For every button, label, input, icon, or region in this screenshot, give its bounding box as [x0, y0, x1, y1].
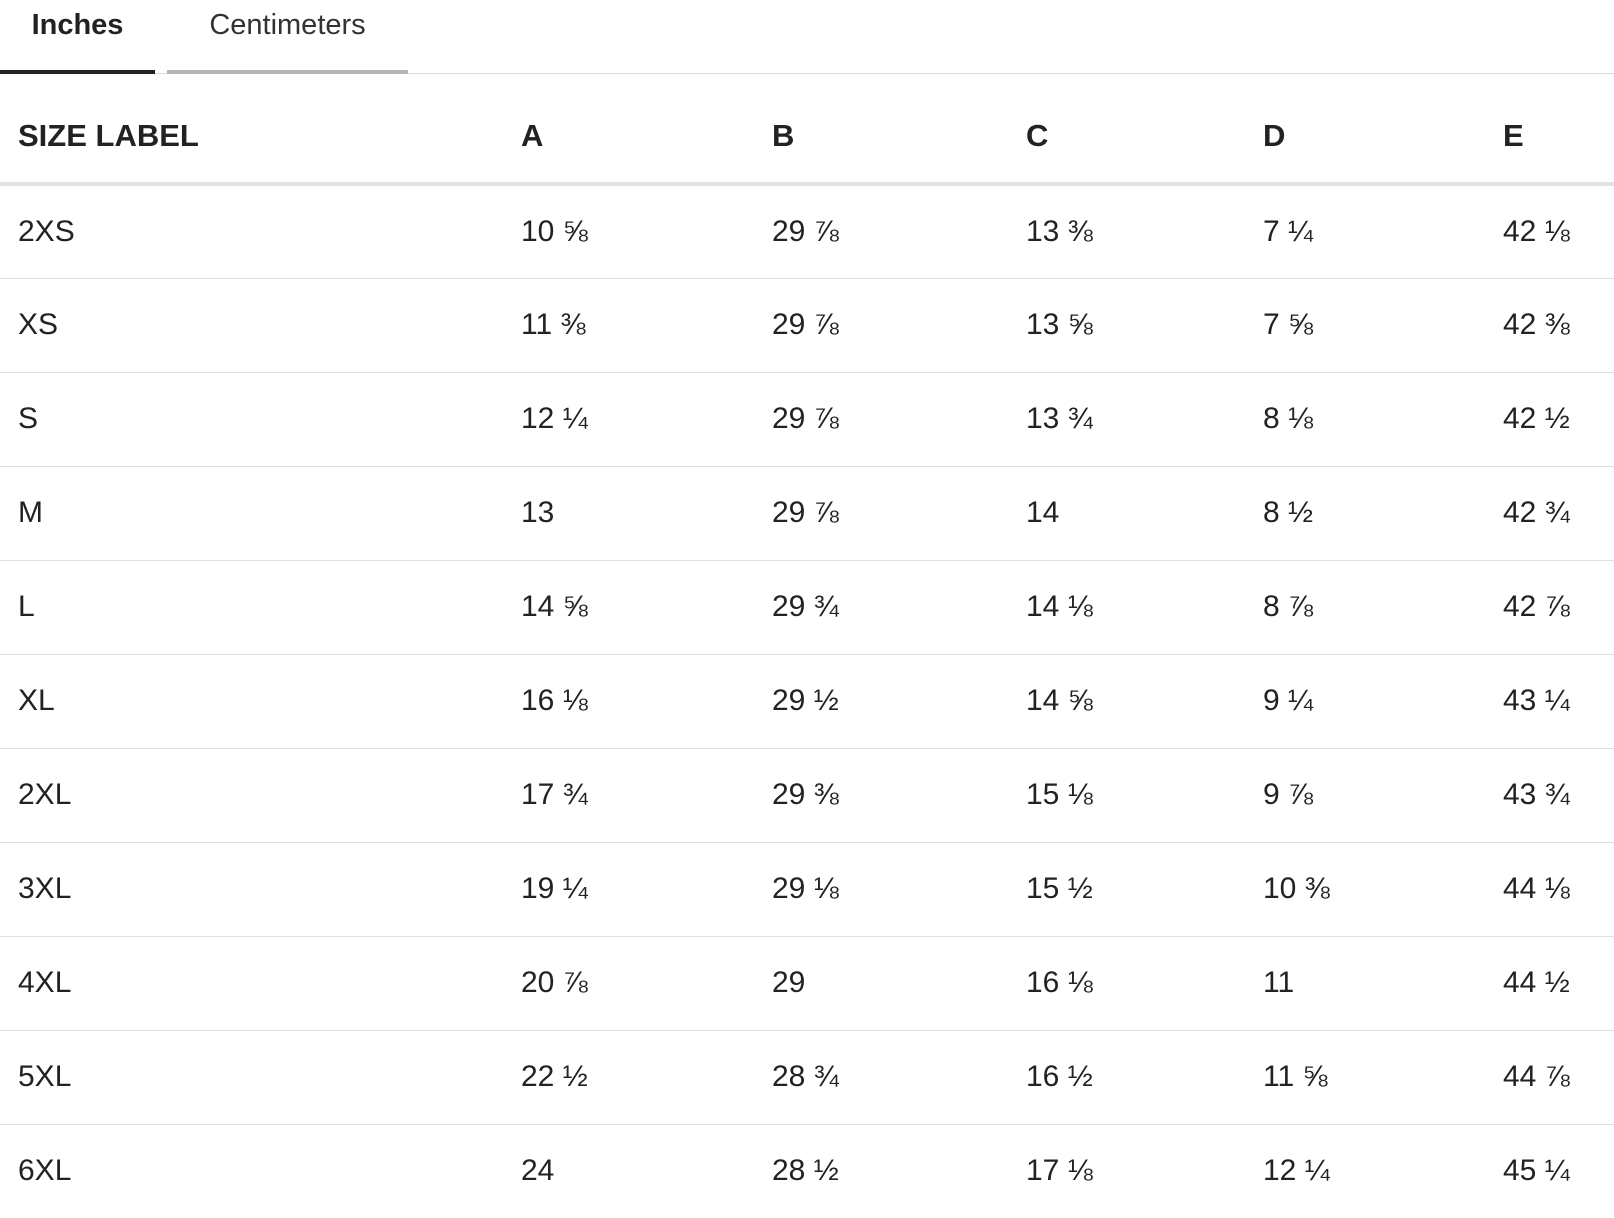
- measurement-a-cell: 24: [521, 1154, 555, 1188]
- measurement-d-cell: 8 ⅛: [1245, 372, 1485, 467]
- tab-inches-active-indicator: [0, 70, 155, 74]
- header-b: B: [754, 90, 1008, 186]
- table-row: M 13 29 ⅞ 14 8 ½ 42 ¾: [0, 466, 1614, 561]
- measurement-e-cell: 43 ¾: [1485, 748, 1614, 843]
- tab-centimeters-indicator: [167, 70, 408, 74]
- measurement-c-cell: 14 ⅝: [1008, 654, 1245, 749]
- table-row: L 14 ⅝ 29 ¾ 14 ⅛ 8 ⅞ 42 ⅞: [0, 560, 1614, 655]
- measurement-c-cell: 16 ½: [1008, 1030, 1245, 1125]
- header-c: C: [1008, 90, 1245, 186]
- table-row: S 12 ¼ 29 ⅞ 13 ¾ 8 ⅛ 42 ½: [0, 372, 1614, 467]
- size-label-cell: 2XS: [0, 184, 503, 279]
- measurement-e-cell: 42 ½: [1485, 372, 1614, 467]
- header-row: SIZE LABEL A B C D E: [0, 90, 1614, 186]
- measurement-a-cell: 20 ⅞: [503, 936, 754, 1031]
- measurement-b-cell: 29: [754, 936, 1008, 1031]
- measurement-e-cell: 42 ⅜: [1485, 278, 1614, 373]
- measurement-e-cell: 44 ½: [1485, 936, 1614, 1031]
- measurement-b-cell: 28 ¾: [754, 1030, 1008, 1125]
- measurement-a-cell: 11 ⅜: [503, 278, 754, 373]
- measurement-c-cell: 15 ⅛: [1008, 748, 1245, 843]
- table-row: 5XL 22 ½ 28 ¾ 16 ½ 11 ⅝ 44 ⅞: [0, 1030, 1614, 1125]
- measurement-a-cell: 14 ⅝: [503, 560, 754, 655]
- measurement-a-cell: 12 ¼: [503, 372, 754, 467]
- measurement-d-cell: 8 ½: [1245, 466, 1485, 561]
- measurement-a-cell: 16 ⅛: [503, 654, 754, 749]
- measurement-a-cell: 19 ¼: [503, 842, 754, 937]
- measurement-b-cell: 29 ⅛: [754, 842, 1008, 937]
- measurement-c-cell: 14 ⅛: [1008, 560, 1245, 655]
- measurement-c-cell: 13 ¾: [1008, 372, 1245, 467]
- measurement-e-cell: 42 ⅛: [1485, 184, 1614, 279]
- measurement-e-cell: 43 ¼: [1485, 654, 1614, 749]
- measurement-d-cell: 9 ⅞: [1245, 748, 1485, 843]
- measurement-a-cell: 13: [503, 466, 754, 561]
- size-label-cell: 6XL: [18, 1154, 72, 1188]
- measurement-c-cell: 15 ½: [1008, 842, 1245, 937]
- size-label-cell: 3XL: [0, 842, 503, 937]
- table-row: 2XS 10 ⅝ 29 ⅞ 13 ⅜ 7 ¼ 42 ⅛: [0, 184, 1614, 279]
- header-d: D: [1245, 90, 1485, 186]
- measurement-e-cell: 42 ⅞: [1485, 560, 1614, 655]
- measurement-e-cell: 45 ¼: [1503, 1154, 1570, 1188]
- measurement-e-cell: 42 ¾: [1485, 466, 1614, 561]
- header-size-label: SIZE LABEL: [0, 90, 503, 186]
- size-chart-header: SIZE LABEL A B C D E: [0, 90, 1614, 186]
- measurement-d-cell: 11: [1245, 936, 1485, 1031]
- measurement-c-cell: 13 ⅜: [1008, 184, 1245, 279]
- tab-inches[interactable]: Inches: [0, 0, 155, 74]
- measurement-b-cell: 29 ¾: [754, 560, 1008, 655]
- table-row: 3XL 19 ¼ 29 ⅛ 15 ½ 10 ⅜ 44 ⅛: [0, 842, 1614, 937]
- measurement-d-cell: 11 ⅝: [1245, 1030, 1485, 1125]
- measurement-c-cell: 17 ⅛: [1026, 1154, 1093, 1188]
- measurement-c-cell: 16 ⅛: [1008, 936, 1245, 1031]
- measurement-d-cell: 8 ⅞: [1245, 560, 1485, 655]
- table-row: 6XL 24 28 ½ 17 ⅛ 12 ¼ 45 ¼: [0, 1124, 1614, 1218]
- measurement-d-cell: 9 ¼: [1245, 654, 1485, 749]
- measurement-b-cell: 28 ½: [772, 1154, 839, 1188]
- measurement-c-cell: 14: [1008, 466, 1245, 561]
- size-label-cell: S: [0, 372, 503, 467]
- unit-tabs: Inches Centimeters: [0, 0, 1614, 74]
- tab-inches-label: Inches: [31, 9, 124, 41]
- measurement-a-cell: 10 ⅝: [503, 184, 754, 279]
- measurement-b-cell: 29 ⅞: [754, 466, 1008, 561]
- measurement-c-cell: 13 ⅝: [1008, 278, 1245, 373]
- tab-centimeters-label: Centimeters: [209, 9, 366, 41]
- size-chart-body: 2XS 10 ⅝ 29 ⅞ 13 ⅜ 7 ¼ 42 ⅛ XS 11 ⅜ 29 ⅞…: [0, 184, 1614, 1218]
- measurement-b-cell: 29 ⅞: [754, 278, 1008, 373]
- size-label-cell: XL: [0, 654, 503, 749]
- measurement-d-cell: 7 ¼: [1245, 184, 1485, 279]
- table-row: XL 16 ⅛ 29 ½ 14 ⅝ 9 ¼ 43 ¼: [0, 654, 1614, 749]
- measurement-e-cell: 44 ⅛: [1485, 842, 1614, 937]
- measurement-d-cell: 10 ⅜: [1245, 842, 1485, 937]
- measurement-b-cell: 29 ⅞: [754, 372, 1008, 467]
- tab-centimeters[interactable]: Centimeters: [167, 0, 408, 74]
- size-chart-table: SIZE LABEL A B C D E 2XS 10 ⅝ 29 ⅞ 13 ⅜ …: [0, 90, 1614, 1218]
- measurement-a-cell: 22 ½: [503, 1030, 754, 1125]
- size-label-cell: M: [0, 466, 503, 561]
- table-row: 2XL 17 ¾ 29 ⅜ 15 ⅛ 9 ⅞ 43 ¾: [0, 748, 1614, 843]
- header-e: E: [1485, 90, 1614, 186]
- size-label-cell: 5XL: [0, 1030, 503, 1125]
- measurement-d-cell: 12 ¼: [1263, 1154, 1330, 1188]
- measurement-a-cell: 17 ¾: [503, 748, 754, 843]
- measurement-e-cell: 44 ⅞: [1485, 1030, 1614, 1125]
- size-label-cell: XS: [0, 278, 503, 373]
- measurement-b-cell: 29 ½: [754, 654, 1008, 749]
- measurement-d-cell: 7 ⅝: [1245, 278, 1485, 373]
- header-a: A: [503, 90, 754, 186]
- size-label-cell: 2XL: [0, 748, 503, 843]
- table-row: 4XL 20 ⅞ 29 16 ⅛ 11 44 ½: [0, 936, 1614, 1031]
- measurement-b-cell: 29 ⅞: [754, 184, 1008, 279]
- table-row: XS 11 ⅜ 29 ⅞ 13 ⅝ 7 ⅝ 42 ⅜: [0, 278, 1614, 373]
- size-label-cell: L: [0, 560, 503, 655]
- measurement-b-cell: 29 ⅜: [754, 748, 1008, 843]
- size-label-cell: 4XL: [0, 936, 503, 1031]
